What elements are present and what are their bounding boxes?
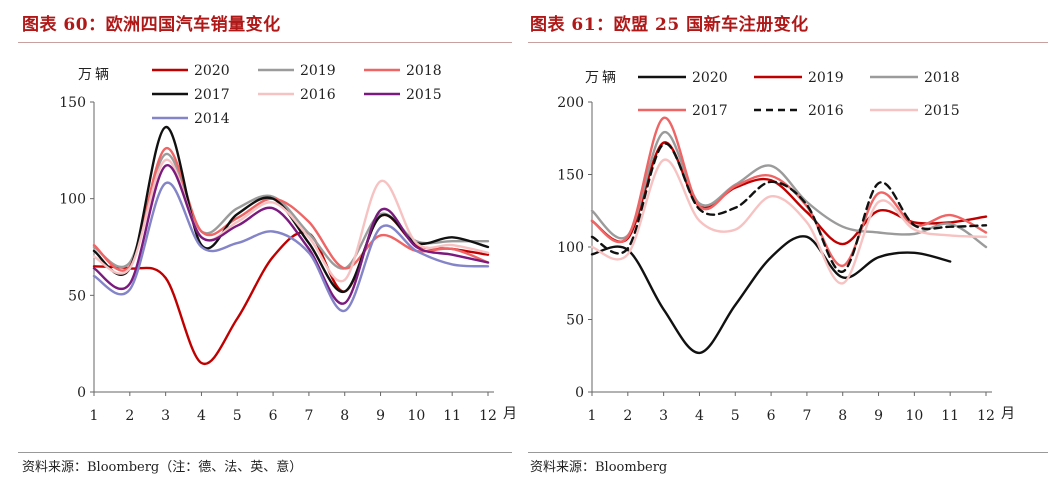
y-tick-label: 100 [557,240,584,256]
x-tick-label: 11 [941,408,959,424]
y-tick-label: 50 [566,313,584,329]
y-unit-label: 万辆 [78,67,112,83]
legend-item-2019: 2019 [258,63,336,79]
legend-item-2014: 2014 [152,111,230,127]
y-tick-label: 100 [59,192,86,208]
x-tick-label: 6 [767,408,776,424]
series-line-2014 [92,181,490,313]
legend-label: 2015 [406,87,442,103]
x-tick-label: 6 [269,408,278,424]
legend-label: 2018 [406,63,442,79]
x-tick-label: 1 [588,408,597,424]
y-tick-label: 200 [557,95,584,111]
x-tick-label: 10 [407,408,425,424]
legend-label: 2016 [300,87,336,103]
y-tick-label: 0 [77,385,86,401]
x-tick-label: 5 [731,408,740,424]
title-divider [528,42,1048,43]
series-line-2016 [92,158,490,283]
x-tick-label: 7 [304,408,313,424]
legend-item-2016: 2016 [258,87,336,103]
legend-item-2017: 2017 [638,103,728,119]
legend-item-2019: 2019 [754,70,844,86]
legend-item-2020: 2020 [152,63,230,79]
x-tick-label: 9 [874,408,883,424]
x-tick-label: 2 [125,408,134,424]
y-unit-label: 万辆 [585,70,619,86]
y-tick-label: 50 [68,288,86,304]
legend-item-2018: 2018 [870,70,960,86]
legend-label: 2017 [194,87,230,103]
series-line-2015 [92,164,490,305]
series-line-2018 [590,131,988,249]
x-tick-label: 11 [443,408,461,424]
legend-item-2015: 2015 [870,103,960,119]
figure-title: 图表 61：欧盟 25 国新车注册变化 [530,15,809,35]
x-tick-label: 8 [838,408,847,424]
x-tick-label: 3 [659,408,668,424]
title-divider [18,42,512,43]
x-tick-label: 2 [623,408,632,424]
x-tick-label: 4 [197,408,206,424]
series-line-2016 [590,142,988,273]
legend-label: 2015 [924,103,960,119]
footer-divider [528,452,1048,453]
legend-item-2016: 2016 [754,103,844,119]
x-tick-label: 5 [233,408,242,424]
legend-item-2017: 2017 [152,87,230,103]
legend-label: 2016 [808,103,844,119]
source-note: 资料来源：Bloomberg（注：德、法、英、意） [22,460,303,475]
x-unit-label: 月 [1001,406,1015,422]
x-unit-label: 月 [503,406,517,422]
x-tick-label: 12 [977,408,995,424]
y-tick-label: 150 [557,168,584,184]
legend-label: 2020 [692,70,728,86]
legend-label: 2018 [924,70,960,86]
y-tick-label: 150 [59,95,86,111]
x-tick-label: 4 [695,408,704,424]
series-line-2017 [590,116,988,267]
figure-title: 图表 60：欧洲四国汽车销量变化 [22,15,281,35]
y-tick-label: 0 [575,385,584,401]
left-figure-panel: 图表 60：欧洲四国汽车销量变化 0 50 100 150 1 2 3 4 5 6 7 8 9 10 11 1… [0,0,520,487]
legend-item-2020: 2020 [638,70,728,86]
series-line-2020 [590,235,952,355]
x-tick-label: 8 [340,408,349,424]
legend-label: 2014 [194,111,230,127]
footer-divider [18,452,512,453]
x-tick-label: 9 [376,408,385,424]
x-tick-label: 10 [905,408,923,424]
right-figure-panel: 图表 61：欧盟 25 国新车注册变化 0 50 100 150 200 1 2 3 4 5 6 7 8… [528,0,1058,487]
legend-label: 2019 [300,63,336,79]
x-tick-label: 7 [802,408,811,424]
legend-item-2015: 2015 [364,87,442,103]
x-tick-label: 3 [161,408,170,424]
legend-item-2018: 2018 [364,63,442,79]
source-note: 资料来源：Bloomberg [530,460,668,475]
series-line-2015 [590,158,988,285]
legend-label: 2017 [692,103,728,119]
legend-label: 2019 [808,70,844,86]
x-tick-label: 12 [479,408,497,424]
legend-label: 2020 [194,63,230,79]
x-tick-label: 1 [90,408,99,424]
